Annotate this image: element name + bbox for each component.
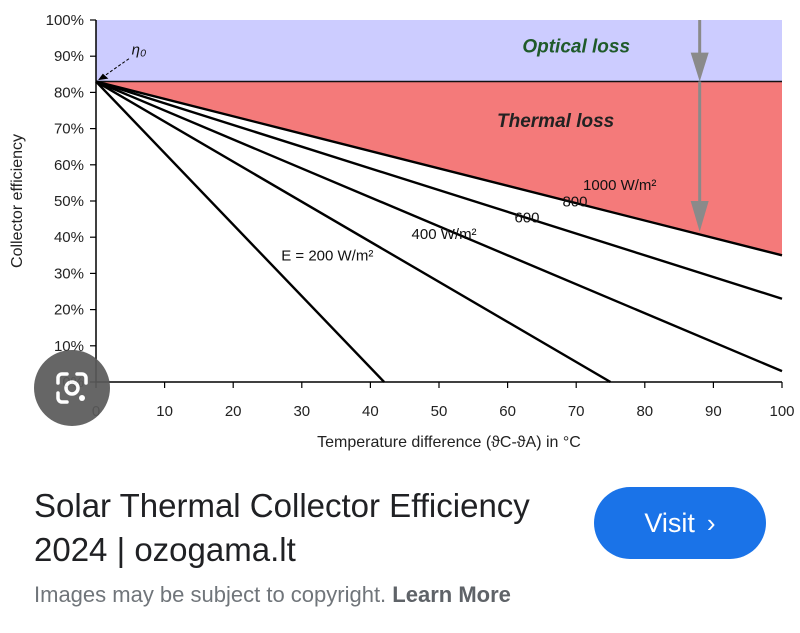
- y-tick-label: 90%: [54, 48, 84, 65]
- y-tick-label: 70%: [54, 121, 84, 138]
- y-tick-label: 80%: [54, 84, 84, 101]
- x-tick-label: 10: [156, 403, 173, 420]
- x-tick-label: 50: [431, 403, 448, 420]
- thermal-loss-label: Thermal loss: [497, 111, 614, 132]
- learn-more-link[interactable]: Learn More: [392, 582, 511, 607]
- x-tick-label: 90: [705, 403, 722, 420]
- y-tick-label: 60%: [54, 157, 84, 174]
- x-tick-label: 70: [568, 403, 585, 420]
- copyright-notice: Images may be subject to copyright. Lear…: [34, 582, 511, 608]
- y-tick-label: 40%: [54, 229, 84, 246]
- y-tick-label: 30%: [54, 265, 84, 282]
- thermal-loss-arrow-head: [690, 201, 709, 232]
- x-tick-label: 60: [499, 403, 516, 420]
- efficiency-line-400: [95, 80, 612, 384]
- visit-label: Visit: [644, 507, 695, 538]
- copyright-text: Images may be subject to copyright.: [34, 582, 387, 607]
- y-tick-label: 20%: [54, 302, 84, 319]
- eta0-pointer-head: [98, 73, 109, 81]
- x-axis-title: Temperature difference (ϑC-ϑA) in °C: [317, 434, 581, 451]
- x-tick-label: 40: [362, 403, 379, 420]
- curve-label-line-1000: 1000 W/m²: [583, 177, 656, 194]
- efficiency-line-200: [95, 80, 385, 383]
- visit-button[interactable]: Visit ›: [594, 487, 766, 559]
- efficiency-line-800: [95, 80, 783, 300]
- efficiency-line-600: [95, 80, 783, 373]
- curve-label-line-600: 600: [514, 210, 539, 227]
- google-lens-button[interactable]: [34, 350, 110, 426]
- y-axis-title: Collector efficiency: [9, 134, 26, 268]
- y-tick-label: 100%: [46, 12, 84, 29]
- x-tick-label: 20: [225, 403, 242, 420]
- chevron-right-icon: ›: [706, 507, 716, 538]
- efficiency-line-1000: [95, 80, 783, 257]
- curve-label-line-400: 400 W/m²: [412, 226, 477, 243]
- chart-figure: 1000 W/m² 800 600 400 W/m² E = 200 W/m² Optic…: [9, 12, 795, 451]
- result-title[interactable]: Solar Thermal Collector Efficiency 2024 …: [34, 487, 530, 568]
- eta0-label: η₀: [132, 41, 147, 58]
- curve-label-line-800: 800: [562, 193, 587, 210]
- google-lens-icon: [56, 372, 88, 404]
- optical-loss-region: [96, 20, 782, 82]
- x-tick-label: 30: [293, 403, 310, 420]
- y-tick-label: 50%: [54, 193, 84, 210]
- eta0-pointer: [101, 58, 130, 79]
- x-tick-label: 100: [769, 403, 794, 420]
- optical-loss-label: Optical loss: [522, 37, 630, 58]
- x-tick-label: 80: [636, 403, 653, 420]
- optical-loss-arrow-head: [690, 52, 709, 82]
- curve-label-line-200: E = 200 W/m²: [281, 248, 373, 265]
